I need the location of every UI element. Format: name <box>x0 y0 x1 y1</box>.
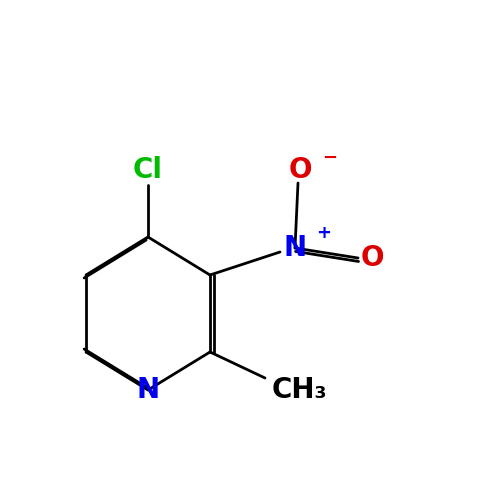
Text: +: + <box>316 224 331 242</box>
Text: N: N <box>136 376 160 404</box>
Text: N: N <box>284 234 306 262</box>
Text: −: − <box>322 149 337 167</box>
Text: CH₃: CH₃ <box>272 376 328 404</box>
Text: Cl: Cl <box>133 156 163 184</box>
Text: O: O <box>288 156 312 184</box>
Text: O: O <box>360 244 384 272</box>
